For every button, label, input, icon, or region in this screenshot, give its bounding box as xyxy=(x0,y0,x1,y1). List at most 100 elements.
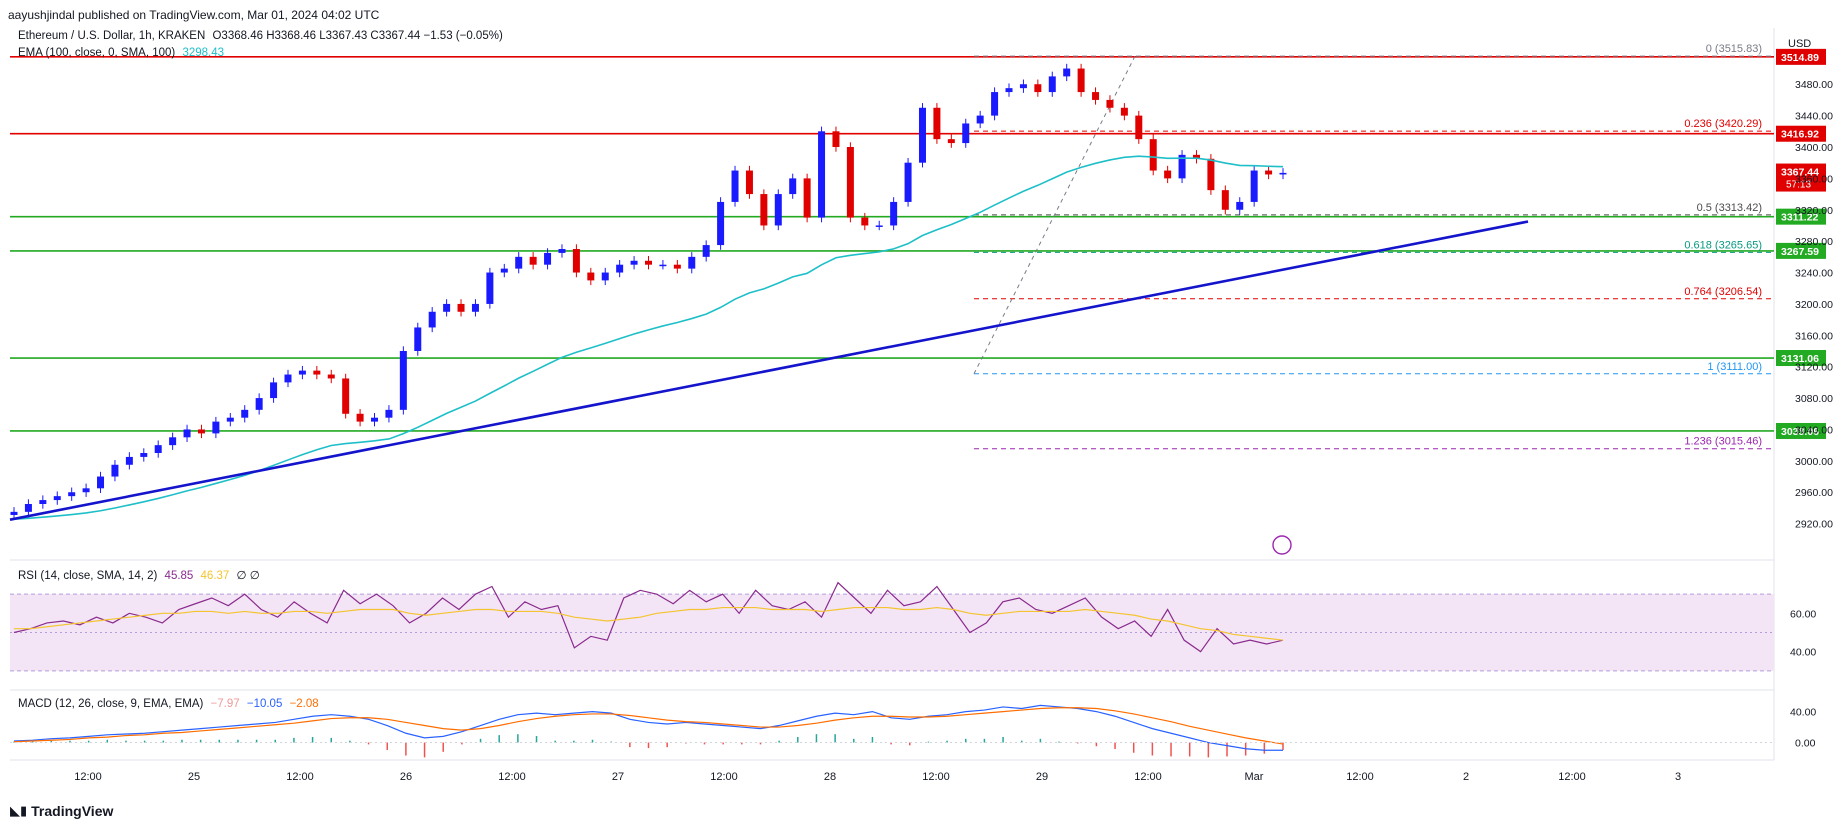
y-tick-label: 3400.00 xyxy=(1795,142,1833,154)
candle-body xyxy=(803,178,811,218)
candle-body xyxy=(1192,154,1200,159)
y-tick-label: 2920.00 xyxy=(1795,519,1833,531)
level-lines: 3514.89 3416.92 3311.22 3267.59 3131.06 3038.… xyxy=(10,48,1826,439)
macd-label: MACD (12, 26, close, 9, EMA, EMA) xyxy=(18,698,204,710)
current-price-label: 3367.44 xyxy=(1781,167,1819,179)
candle-body xyxy=(1063,68,1071,77)
candle-body xyxy=(1279,172,1287,175)
candle-body xyxy=(255,398,263,410)
fib-label: 0.618 (3265.65) xyxy=(1684,239,1762,251)
candle-body xyxy=(111,464,119,477)
y-tick-label: 3200.00 xyxy=(1795,299,1833,311)
macd-signal-value: −2.08 xyxy=(289,698,319,710)
candle-body xyxy=(342,378,350,414)
candle-body xyxy=(169,437,177,446)
macd-hist-value: −7.97 xyxy=(210,698,240,710)
currency-label: USD xyxy=(1788,38,1812,50)
candle-body xyxy=(183,429,191,438)
tradingview-watermark: ◣▮ TradingView xyxy=(10,803,113,819)
macd-pane: 40.00 0.00 xyxy=(10,704,1816,758)
candle-body xyxy=(39,500,47,504)
candle-body xyxy=(10,511,18,515)
x-tick-label: 12:00 xyxy=(286,771,314,783)
candle-body xyxy=(659,264,667,267)
candle-body xyxy=(933,107,941,140)
ohlc-values: O3368.46 H3368.46 L3367.43 C3367.44 −1.5… xyxy=(212,30,503,42)
candle-body xyxy=(443,303,451,312)
ema-legend: EMA (100, close, 0, SMA, 100) 3298.43 xyxy=(18,47,228,59)
y-tick-label: 3360.00 xyxy=(1795,173,1833,185)
candle-body xyxy=(572,249,580,273)
candle-body xyxy=(1019,84,1027,89)
rsi-label: RSI (14, close, SMA, 14, 2) xyxy=(18,570,158,582)
candle-body xyxy=(846,147,854,218)
candle-body xyxy=(645,260,652,265)
candle-body xyxy=(1077,68,1085,93)
fib-label: 0 (3515.83) xyxy=(1706,43,1762,55)
y-tick-label: 3480.00 xyxy=(1795,79,1833,91)
candle-body xyxy=(284,374,292,383)
candle-body xyxy=(1149,139,1157,171)
candle-body xyxy=(1120,107,1128,116)
candle-body xyxy=(371,417,379,422)
price-axis: 2920.00 2960.00 3000.00 3040.00 3080.00 3120.… xyxy=(1272,79,1833,555)
candle-body xyxy=(24,504,32,512)
candle-body xyxy=(414,327,422,351)
candle-body xyxy=(890,201,898,226)
candle-body xyxy=(197,429,205,434)
y-tick-label: 3000.00 xyxy=(1795,456,1833,468)
candle-body xyxy=(601,272,609,281)
x-tick-label: 2 xyxy=(1463,771,1469,783)
x-tick-label: 12:00 xyxy=(74,771,102,783)
candle-body xyxy=(558,249,566,253)
ema-value: 3298.43 xyxy=(182,47,225,59)
rsi-extra: ∅ ∅ xyxy=(236,570,260,582)
candle-body xyxy=(789,178,797,195)
candle-body xyxy=(385,409,393,418)
candle-body xyxy=(1265,170,1273,175)
axis-bg xyxy=(1774,0,1835,827)
fib-label: 0.764 (3206.54) xyxy=(1684,286,1762,298)
candle-body xyxy=(760,194,768,226)
trend-line xyxy=(9,220,1529,521)
candle-body xyxy=(241,409,249,418)
x-tick-label: Mar xyxy=(1245,771,1264,783)
price-label: 3514.89 xyxy=(1781,52,1819,64)
x-tick-label: 27 xyxy=(612,771,624,783)
candle-body xyxy=(327,374,335,379)
candle-body xyxy=(270,382,278,399)
y-tick-label: 3120.00 xyxy=(1795,362,1833,374)
candle-body xyxy=(53,496,61,501)
lightning-icon xyxy=(1272,535,1292,555)
candle-body xyxy=(1250,170,1258,202)
price-label-bg xyxy=(1776,242,1826,259)
candle-body xyxy=(298,370,306,375)
candle-body xyxy=(1092,92,1100,100)
x-tick-label: 29 xyxy=(1036,771,1048,783)
y-tick-label: 2960.00 xyxy=(1795,487,1833,499)
x-tick-label: 25 xyxy=(188,771,200,783)
ema-label: EMA (100, close, 0, SMA, 100) xyxy=(18,47,176,59)
macd-value: −10.05 xyxy=(246,698,283,710)
candle-body xyxy=(313,370,321,375)
fib-label: 0.5 (3313.42) xyxy=(1697,202,1762,214)
candle-body xyxy=(587,272,595,281)
fib-retracement: 0 (3515.83) 0.236 (3420.29) 0.5 (3313.42) 0… xyxy=(973,43,1774,450)
ascending-trendline xyxy=(9,220,1529,521)
candle-body xyxy=(457,303,465,312)
candle-body xyxy=(1034,84,1042,93)
candle-body xyxy=(875,225,883,227)
candle-body xyxy=(904,162,912,202)
candle-body xyxy=(154,445,162,453)
symbol-legend: Ethereum / U.S. Dollar, 1h, KRAKEN O3368… xyxy=(18,30,507,42)
candle-body xyxy=(1135,115,1143,140)
candle-body xyxy=(544,252,552,265)
price-label-bg xyxy=(1776,350,1826,367)
x-tick-label: 12:00 xyxy=(922,771,950,783)
candle-body xyxy=(1106,99,1114,108)
x-tick-label: 12:00 xyxy=(1346,771,1374,783)
candle-body xyxy=(500,268,508,273)
price-label: 3267.59 xyxy=(1781,246,1819,258)
price-label-bg xyxy=(1776,422,1826,439)
